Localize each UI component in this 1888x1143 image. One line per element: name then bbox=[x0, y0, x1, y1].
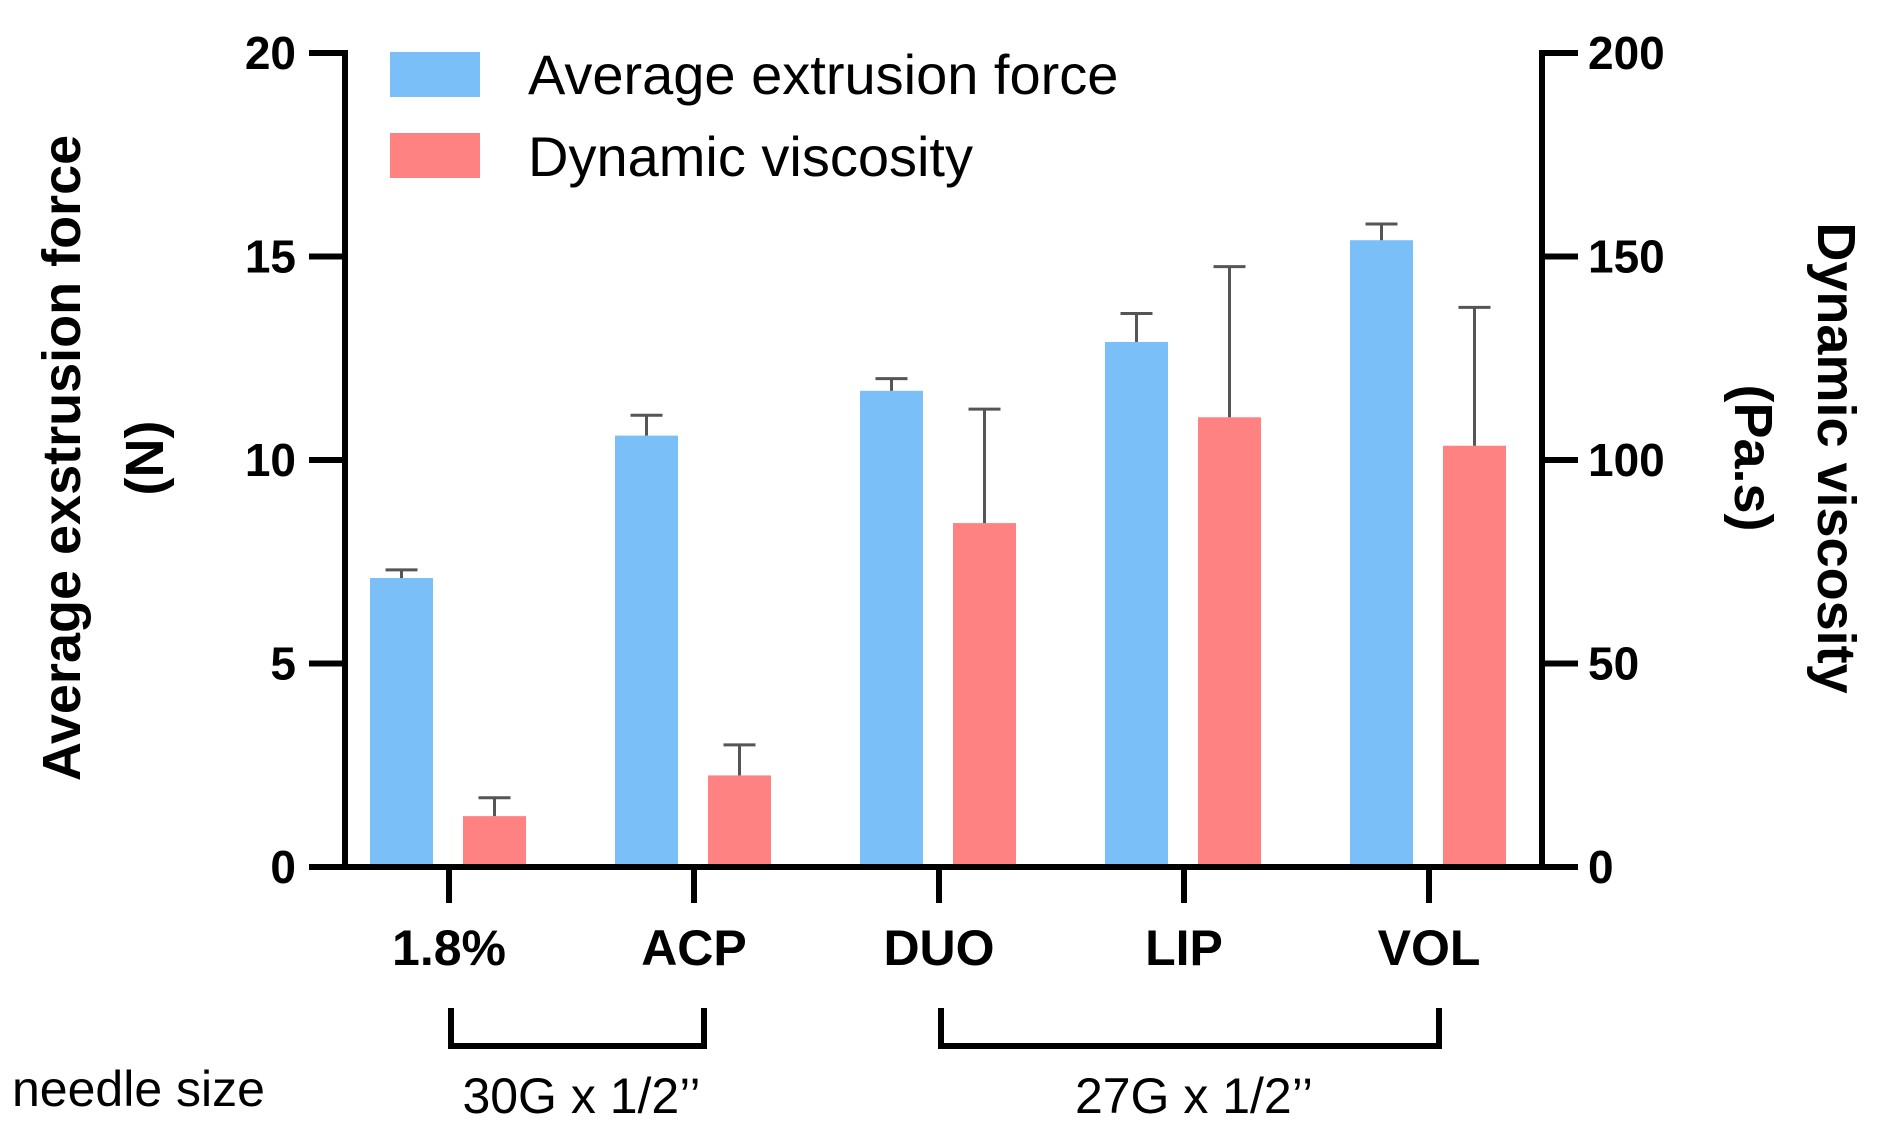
bar-force bbox=[1105, 341, 1168, 868]
y-right-tick-label: 0 bbox=[1588, 841, 1614, 893]
legend: Average extrusion force Dynamic viscosit… bbox=[390, 43, 1118, 188]
needle-group-label: 27G x 1/2’’ bbox=[1075, 1068, 1313, 1124]
legend-swatch-viscosity bbox=[390, 133, 480, 178]
y-left-tick-label: 10 bbox=[245, 434, 296, 486]
y-right-title-line2: (Pa.s) bbox=[1723, 384, 1783, 531]
bar-viscosity bbox=[1443, 445, 1506, 867]
bars-layer bbox=[370, 240, 1506, 868]
y-left-title-line2: (N) bbox=[115, 421, 175, 496]
bar-force bbox=[615, 435, 678, 867]
needle-size-label: needle size bbox=[12, 1061, 265, 1117]
bar-force bbox=[860, 390, 923, 867]
y-left-tick-label: 5 bbox=[270, 638, 296, 690]
needle-bracket bbox=[448, 1008, 707, 1049]
bar-viscosity bbox=[1198, 417, 1261, 867]
bar-force bbox=[1350, 240, 1413, 868]
category-labels: 1.8% ACP DUO LIP VOL bbox=[392, 920, 1480, 976]
y-right-tick-label: 150 bbox=[1588, 231, 1665, 283]
bar-viscosity bbox=[463, 816, 526, 867]
legend-swatch-force bbox=[390, 52, 480, 97]
y-right-tick-label: 100 bbox=[1588, 434, 1665, 486]
legend-label-viscosity: Dynamic viscosity bbox=[528, 125, 973, 188]
category-label: ACP bbox=[641, 920, 747, 976]
legend-label-force: Average extrusion force bbox=[528, 43, 1118, 106]
error-bars-layer bbox=[385, 222, 1491, 817]
bar-viscosity bbox=[708, 775, 771, 867]
y-right-title-line1: Dynamic viscosity bbox=[1806, 222, 1866, 693]
bar-viscosity bbox=[953, 523, 1016, 867]
needle-size-groups: needle size 30G x 1/2’’ 27G x 1/2’’ bbox=[12, 1008, 1442, 1124]
y-left-tick-label: 15 bbox=[245, 231, 296, 283]
needle-bracket bbox=[938, 1008, 1442, 1049]
y-left-tick-label: 0 bbox=[270, 841, 296, 893]
category-label: DUO bbox=[883, 920, 994, 976]
category-label: 1.8% bbox=[392, 920, 506, 976]
y-right-tick-label: 200 bbox=[1588, 27, 1665, 79]
y-left-tick-label: 20 bbox=[245, 27, 296, 79]
y-right-tick-label: 50 bbox=[1588, 638, 1639, 690]
needle-group-label: 30G x 1/2’’ bbox=[462, 1068, 700, 1124]
bar-force bbox=[370, 578, 433, 867]
y-left-title-line1: Average exstrusion force bbox=[32, 135, 92, 781]
category-label: VOL bbox=[1378, 920, 1481, 976]
category-label: LIP bbox=[1145, 920, 1223, 976]
